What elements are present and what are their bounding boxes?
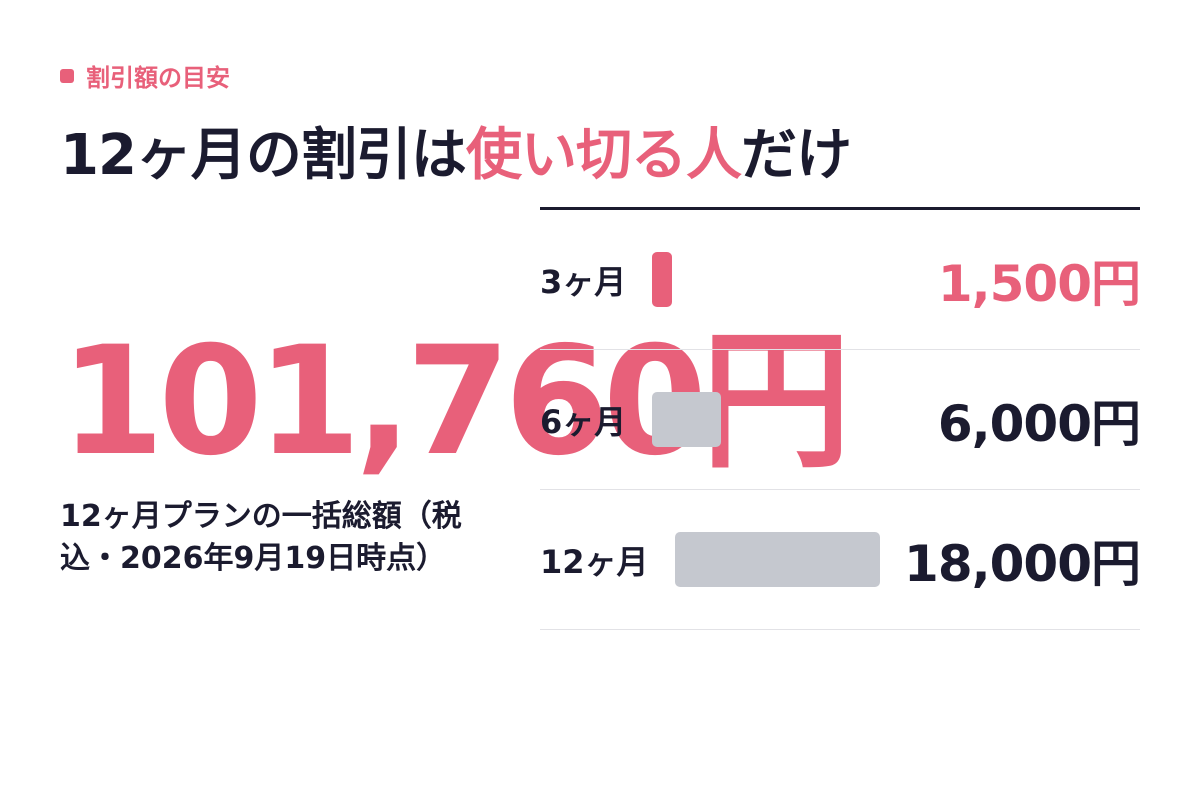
eyebrow-text: 割引額の目安 [86, 64, 230, 92]
value-label: 1,500円 [937, 254, 1141, 313]
title-part: 12ヶ月の割引は [60, 123, 467, 188]
row-label: 12ヶ月 [540, 542, 649, 581]
bar [674, 532, 880, 587]
table-row: 12ヶ月 18,000円 [540, 490, 1141, 630]
caption: 12ヶ月プランの一括総額（税込・2026年9月19日時点） [60, 499, 462, 576]
title-highlight: 使い切る人 [465, 123, 742, 188]
bar [652, 252, 673, 307]
row-label: 6ヶ月 [540, 402, 627, 441]
eyebrow-dot [60, 68, 74, 83]
value-label: 6,000円 [937, 394, 1141, 453]
table-row: 6ヶ月 6,000円 [540, 350, 1141, 490]
eyebrow: 割引額の目安 [60, 58, 230, 93]
discount-table: 3ヶ月 1,500円 6ヶ月 6,000円 12ヶ月 18,000円 [540, 207, 1141, 630]
title: 12ヶ月の割引は使い切る人だけ [60, 110, 852, 191]
table-row: 3ヶ月 1,500円 [540, 210, 1141, 350]
row-label: 3ヶ月 [540, 262, 627, 301]
bar [652, 392, 721, 447]
value-label: 18,000円 [904, 534, 1141, 593]
title-part: だけ [740, 123, 852, 188]
